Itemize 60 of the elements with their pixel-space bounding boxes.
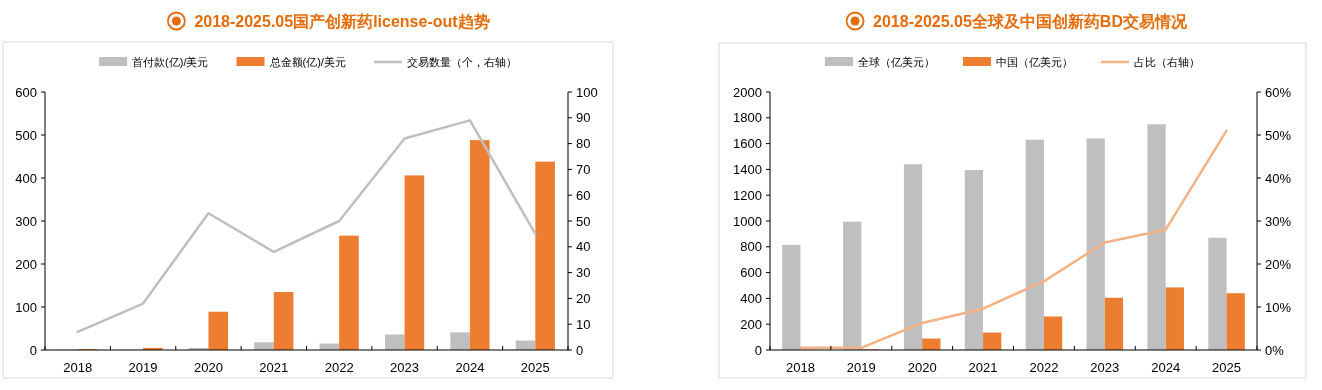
chart-title: 2018-2025.05全球及中国创新药BD交易情况 — [873, 12, 1188, 30]
y2-tick-label: 10% — [1265, 299, 1292, 315]
y-tick-label: 300 — [15, 213, 37, 229]
y-tick-label: 1400 — [733, 161, 762, 177]
y2-tick-label: 0 — [576, 342, 584, 358]
y-tick-label: 800 — [740, 239, 762, 255]
y2-tick-label: 60 — [576, 187, 591, 203]
x-tick-label: 2024 — [455, 360, 485, 375]
x-tick-label: 2022 — [1029, 360, 1059, 375]
legend-label: 首付款(亿)/美元 — [132, 56, 209, 68]
y-tick-label: 400 — [740, 290, 762, 306]
y-tick-label: 1000 — [733, 213, 762, 229]
y2-tick-label: 30 — [576, 265, 591, 281]
y2-tick-label: 20 — [576, 290, 591, 306]
x-tick-label: 2025 — [520, 360, 550, 375]
y2-tick-label: 0% — [1265, 342, 1285, 358]
x-tick-label: 2021 — [259, 360, 289, 375]
x-tick-label: 2025 — [1212, 360, 1242, 375]
x-tick-label: 2023 — [390, 360, 420, 375]
y2-tick-label: 40% — [1265, 170, 1292, 186]
x-tick-label: 2020 — [193, 360, 223, 375]
chart-title: 2018-2025.05国产创新药license-out趋势 — [194, 13, 490, 30]
legend-label: 总金额(亿)/美元 — [268, 56, 346, 68]
y-tick-label: 1800 — [733, 110, 762, 126]
legend-label: 全球（亿美元） — [858, 56, 935, 68]
y-tick-label: 400 — [15, 170, 37, 186]
y2-tick-label: 80 — [576, 136, 591, 152]
y-tick-label: 1600 — [733, 136, 762, 152]
x-tick-label: 2021 — [968, 360, 998, 375]
y-tick-label: 100 — [15, 299, 37, 315]
y2-tick-label: 90 — [576, 110, 591, 126]
x-tick-label: 2023 — [1090, 360, 1120, 375]
x-tick-label: 2018 — [785, 360, 815, 375]
y2-tick-label: 10 — [576, 316, 591, 332]
y-tick-label: 200 — [740, 316, 762, 332]
x-tick-label: 2019 — [846, 360, 876, 375]
x-tick-label: 2020 — [907, 360, 937, 375]
x-tick-label: 2022 — [324, 360, 354, 375]
x-tick-label: 2024 — [1151, 360, 1181, 375]
y-tick-label: 200 — [15, 256, 37, 272]
y-tick-label: 600 — [740, 265, 762, 281]
y-tick-label: 600 — [15, 84, 37, 100]
y-tick-label: 0 — [29, 342, 37, 358]
y2-tick-label: 30% — [1265, 213, 1292, 229]
x-tick-label: 2018 — [63, 360, 93, 375]
y2-tick-label: 70 — [576, 161, 591, 177]
y2-tick-label: 50 — [576, 213, 591, 229]
y2-tick-label: 60% — [1265, 84, 1292, 100]
y-tick-label: 500 — [15, 127, 37, 143]
legend-label: 占比（右轴） — [1134, 56, 1200, 68]
y-tick-label: 0 — [754, 342, 762, 358]
legend-label: 中国（亿美元） — [996, 56, 1073, 68]
y2-tick-label: 20% — [1265, 256, 1292, 272]
y2-tick-label: 40 — [576, 239, 591, 255]
y-tick-label: 1200 — [733, 187, 762, 203]
y-tick-label: 2000 — [733, 84, 762, 100]
legend-label: 交易数量（个，右轴） — [406, 56, 517, 68]
y2-tick-label: 100 — [576, 84, 598, 100]
x-tick-label: 2019 — [128, 360, 158, 375]
y2-tick-label: 50% — [1265, 127, 1292, 143]
